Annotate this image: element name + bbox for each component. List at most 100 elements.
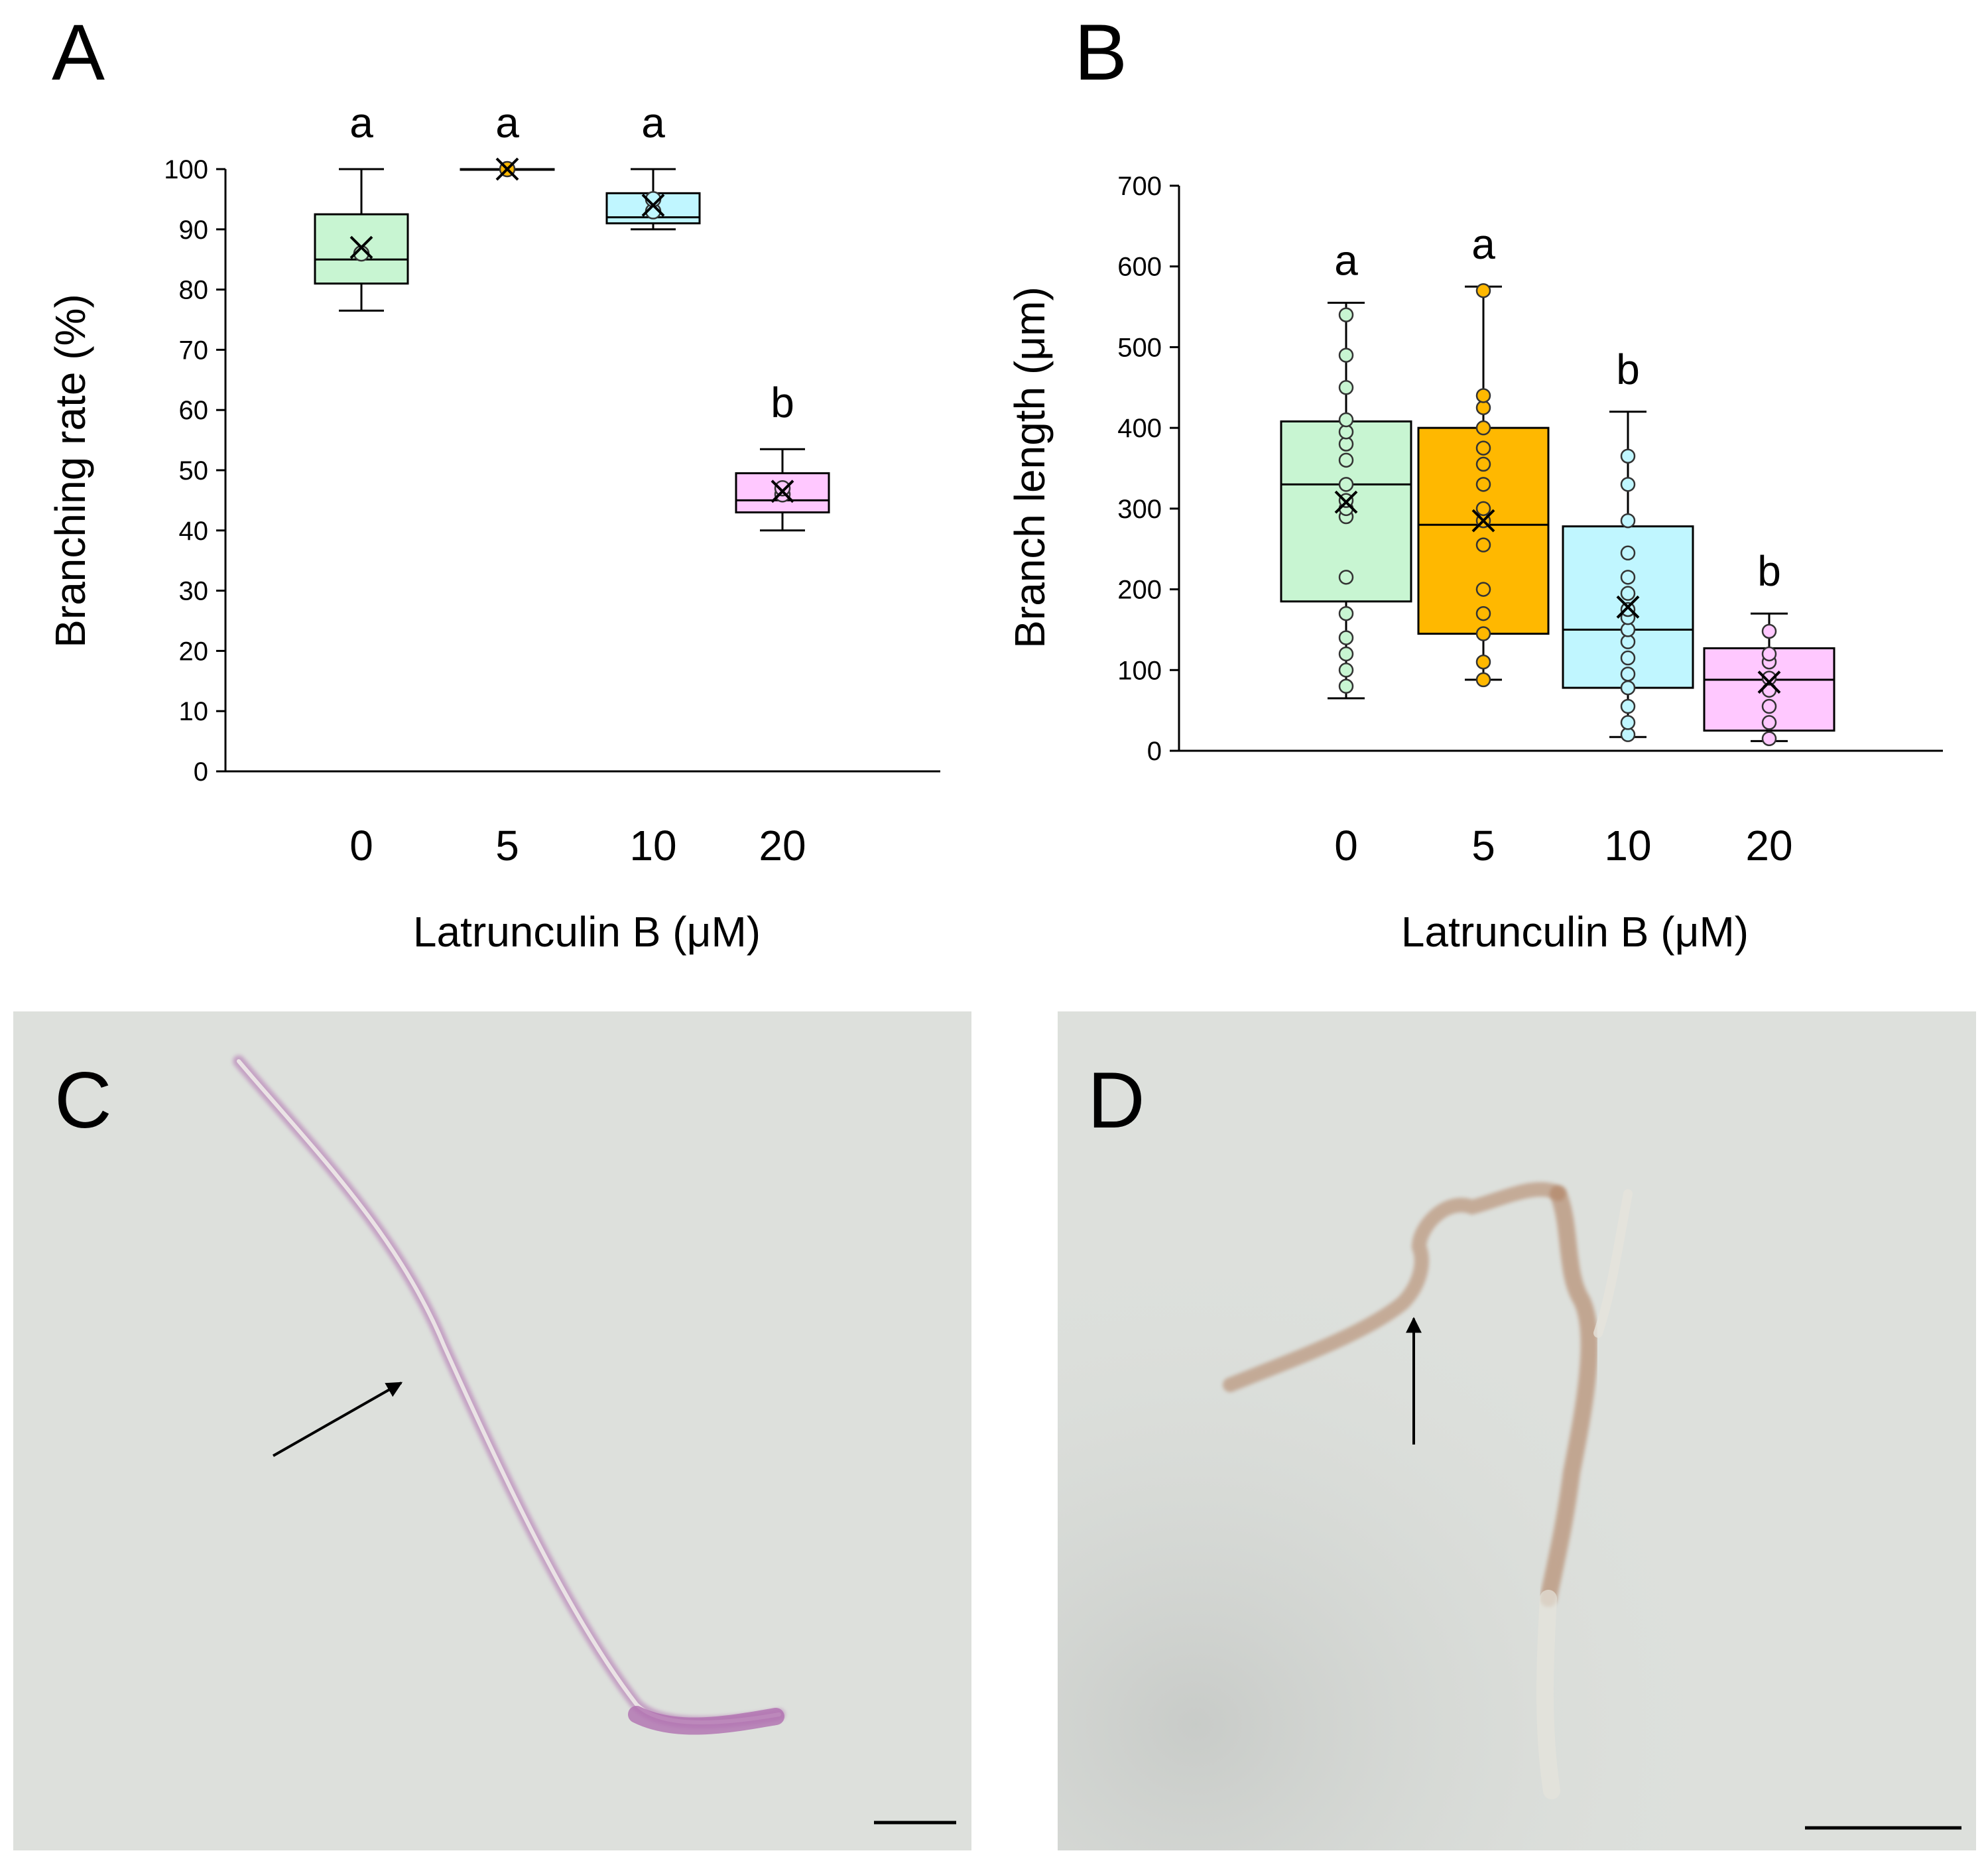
significance-letter: a	[349, 99, 373, 147]
data-point	[1475, 606, 1491, 621]
chart-a-y-axis-title: Branching rate (%)	[46, 294, 94, 648]
y-tick-label: 60	[179, 396, 209, 425]
significance-letter: b	[1616, 346, 1640, 393]
y-tick-label: 50	[179, 456, 209, 485]
y-tick-label: 10	[179, 697, 209, 726]
filament-d-tail	[1536, 1590, 1560, 1799]
box-group-20	[735, 448, 830, 532]
data-point	[1475, 582, 1491, 597]
y-tick-label: 70	[179, 336, 209, 365]
data-point	[1475, 420, 1491, 436]
data-point	[1338, 663, 1354, 678]
x-category-label: 0	[1334, 822, 1358, 869]
data-point	[1475, 388, 1491, 403]
box-group-20	[1703, 612, 1835, 746]
data-point	[1475, 626, 1491, 641]
data-point	[1620, 650, 1636, 666]
micrograph-c-background	[13, 1011, 971, 1850]
y-tick-label: 400	[1117, 414, 1162, 443]
micrograph-d: D	[1058, 1011, 1976, 1850]
box-group-5	[1417, 283, 1550, 688]
data-point	[1620, 727, 1636, 742]
significance-letter: b	[771, 379, 794, 426]
data-point	[1620, 570, 1636, 585]
data-point	[1475, 654, 1491, 670]
data-point	[1338, 436, 1354, 452]
box-group-0	[314, 168, 409, 312]
data-point	[1475, 283, 1491, 298]
data-point	[1620, 513, 1636, 529]
data-point	[1620, 545, 1636, 561]
mean-marker	[495, 157, 519, 181]
data-point	[1761, 646, 1777, 662]
mean-marker	[641, 194, 665, 217]
data-point	[1475, 501, 1491, 517]
data-point	[1338, 380, 1354, 395]
box-group-5	[460, 157, 555, 181]
x-category-label: 0	[349, 822, 373, 869]
y-tick-label: 600	[1117, 253, 1162, 282]
y-tick-label: 0	[1147, 737, 1162, 766]
panel-label-b: B	[1074, 8, 1127, 97]
data-point	[1761, 623, 1777, 639]
data-point	[1338, 424, 1354, 440]
filament-d-right	[1540, 1185, 1598, 1607]
data-point	[1338, 678, 1354, 694]
significance-letter: a	[1334, 236, 1358, 284]
x-category-label: 10	[1604, 822, 1651, 869]
significance-letter: a	[495, 99, 519, 147]
x-category-label: 5	[495, 822, 519, 869]
y-tick-label: 700	[1117, 172, 1162, 201]
y-tick-label: 500	[1117, 333, 1162, 362]
box-group-10	[1562, 411, 1694, 742]
mean-marker	[1616, 595, 1640, 619]
micrograph-c: C	[13, 1011, 971, 1850]
x-category-label: 20	[1745, 822, 1792, 869]
data-point	[1338, 570, 1354, 585]
data-point	[1761, 731, 1777, 746]
y-tick-label: 40	[179, 517, 209, 546]
significance-letter: a	[641, 99, 665, 147]
y-tick-label: 200	[1117, 576, 1162, 605]
chart-b-branch-length: 0 100 200 300 400 500 600 700 0 5 10 20 a a b b Branc…	[1006, 172, 1943, 956]
data-point	[1475, 400, 1491, 415]
y-tick-label: 90	[179, 216, 209, 245]
data-point	[774, 480, 791, 497]
data-point	[1620, 622, 1636, 637]
data-point	[1338, 412, 1354, 428]
chart-a-x-axis-title: Latrunculin B (μM)	[413, 908, 761, 956]
arrow-c	[273, 1382, 403, 1457]
panel-label-c: C	[54, 1056, 112, 1145]
filament-c-tip	[628, 1706, 784, 1735]
data-point	[1475, 672, 1491, 688]
y-tick-label: 20	[179, 637, 209, 666]
x-category-label: 5	[1471, 822, 1495, 869]
data-point	[1620, 586, 1636, 601]
data-point	[1620, 667, 1636, 682]
box-group-10	[605, 168, 701, 231]
box-group-0	[1280, 301, 1412, 700]
y-tick-label: 30	[179, 577, 209, 606]
data-point	[1620, 680, 1636, 696]
micrograph-d-shading	[1058, 1011, 1976, 1850]
filament-d-left	[1223, 1182, 1566, 1392]
data-point	[1620, 698, 1636, 714]
data-point	[1338, 307, 1354, 322]
data-point	[1475, 537, 1491, 552]
data-point	[1338, 606, 1354, 621]
y-tick-label: 100	[1117, 656, 1162, 685]
panel-label-a: A	[52, 8, 105, 97]
x-category-label: 20	[759, 822, 806, 869]
data-point	[1761, 698, 1777, 714]
x-category-label: 10	[629, 822, 676, 869]
y-tick-label: 100	[164, 155, 208, 184]
panel-label-d: D	[1087, 1056, 1145, 1145]
data-point	[1338, 477, 1354, 492]
data-point	[1761, 671, 1777, 686]
significance-letter: b	[1757, 547, 1781, 595]
data-point	[1338, 646, 1354, 662]
mean-marker	[1334, 490, 1358, 514]
data-point	[1761, 715, 1777, 730]
y-tick-label: 0	[194, 757, 208, 787]
